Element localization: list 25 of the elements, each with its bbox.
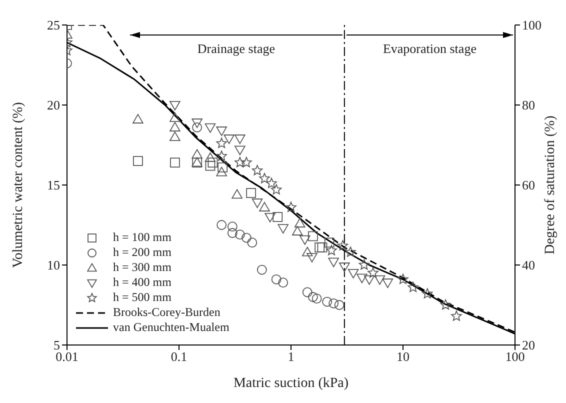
y2-tick-label: 80	[522, 98, 535, 113]
y-tick-label: 10	[47, 258, 60, 273]
x-tick-label: 1	[288, 349, 294, 364]
y-axis-title: Volumetric water content (%)	[11, 102, 26, 268]
y-tick-label: 25	[47, 18, 60, 33]
y2-tick-label: 60	[522, 178, 535, 193]
legend-label: h = 300 mm	[113, 260, 172, 275]
y2-tick-label: 20	[522, 338, 535, 353]
legend-label: h = 400 mm	[113, 275, 172, 290]
x-tick-label: 100	[505, 349, 525, 364]
legend-label: h = 100 mm	[113, 230, 172, 245]
y2-tick-label: 40	[522, 258, 535, 273]
annotation: Evaporation stage	[382, 41, 477, 56]
y-tick-label: 15	[47, 178, 60, 193]
y-tick-label: 20	[47, 98, 60, 113]
legend-label: h = 200 mm	[113, 245, 172, 260]
legend-label: van Genuchten-Mualem	[113, 320, 230, 335]
x-tick-label: 10	[396, 349, 410, 364]
legend-label: Brooks-Corey-Burden	[113, 305, 220, 320]
annotation: Drainage stage	[197, 41, 276, 56]
x-tick-label: 0.1	[170, 349, 188, 364]
y2-tick-label: 100	[522, 18, 542, 33]
y2-axis-title: Degree of saturation (%)	[543, 115, 558, 254]
legend-label: h = 500 mm	[113, 290, 172, 305]
x-axis-title: Matric suction (kPa)	[233, 376, 349, 391]
